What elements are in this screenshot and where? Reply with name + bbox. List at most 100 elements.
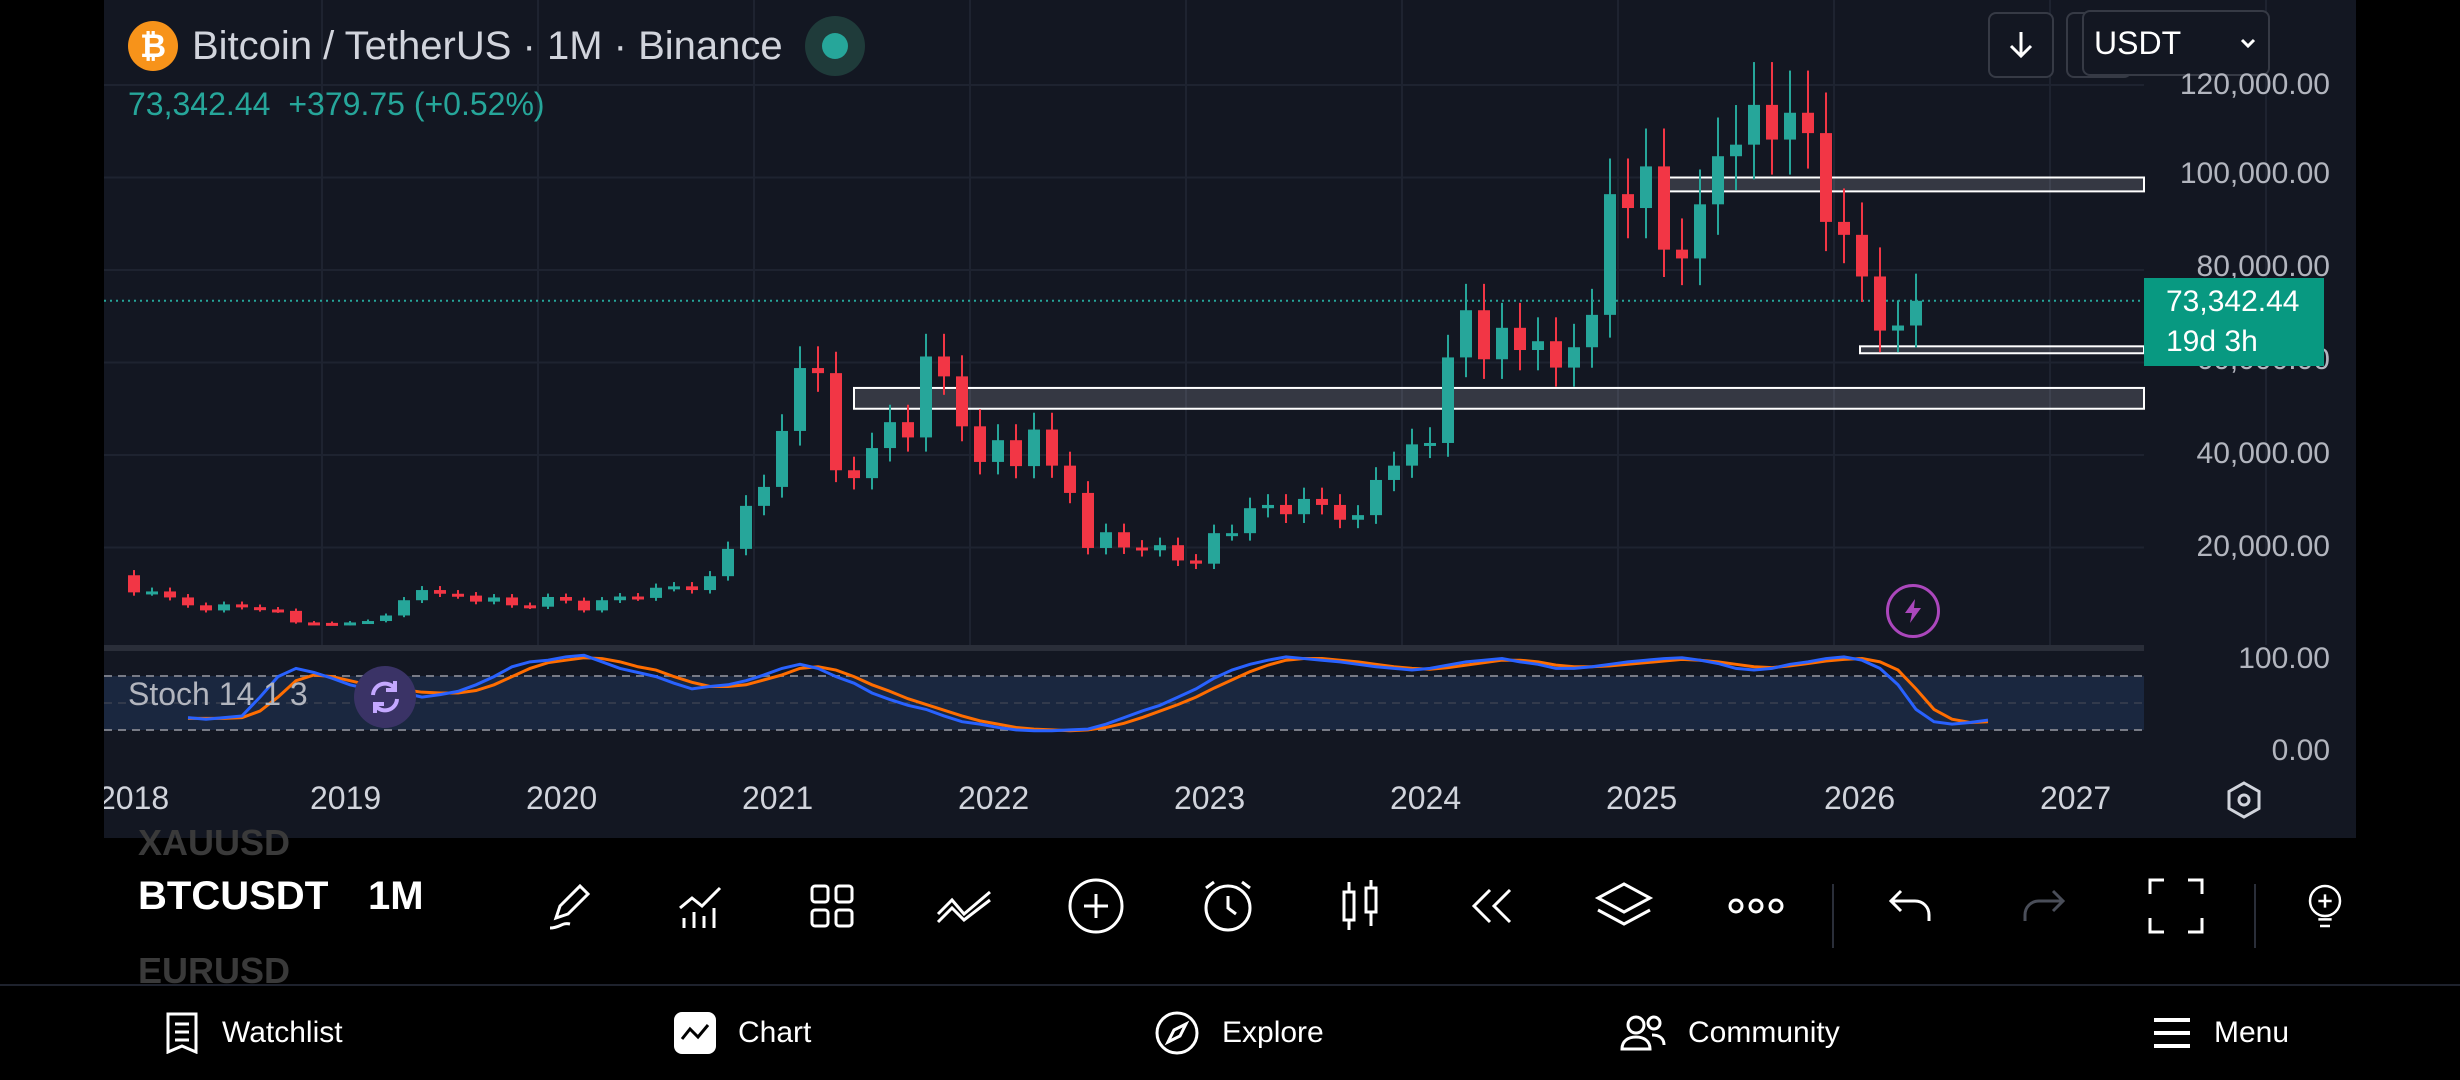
candle-body [902,422,914,438]
candle-body [1424,442,1436,446]
undo-icon[interactable] [1878,874,1942,938]
candle-body [344,622,356,626]
candle-body [164,591,176,598]
candle-body [650,587,662,598]
ideas-bulb-icon[interactable] [2300,874,2350,938]
candle-body [560,596,572,601]
add-icon[interactable] [1064,874,1128,938]
currency-value: USDT [2094,24,2182,61]
candle-body [470,595,482,602]
toolbar-separator [2254,884,2256,948]
tab-chart-label: Chart [738,1016,812,1049]
candle-body [848,470,860,479]
price-chart[interactable] [104,0,2356,838]
candle-body [1226,533,1238,537]
replay-icon[interactable] [1460,874,1524,938]
candle-body [128,575,140,593]
candle-body [794,368,806,431]
market-status-icon[interactable] [804,16,865,76]
support-zone [1859,345,2145,355]
candle-body [884,422,896,449]
candle-body [1622,194,1634,209]
alert-clock-icon[interactable] [1196,874,1260,938]
interval-button[interactable]: 1M [368,874,424,918]
candle-body [1640,166,1652,209]
symbol-ghost-prev[interactable]: XAUUSD [138,822,291,863]
chart-grid [104,0,2267,645]
tab-chart[interactable]: Chart [674,1008,811,1058]
candle-body [1442,357,1454,443]
candle-body [1262,504,1274,509]
candle-body [416,590,428,601]
redo-icon[interactable] [2012,874,2076,938]
tab-community-label: Community [1688,1016,1840,1049]
candle-body [1568,347,1580,368]
candle-body [1298,498,1310,515]
symbol-title[interactable]: Bitcoin / TetherUS · 1M · Binance [192,23,783,68]
year-label-2026: 2026 [1824,780,1896,816]
candle-body [1694,204,1706,259]
draw-pen-icon[interactable] [538,874,602,938]
more-dots-icon[interactable] [1724,874,1788,938]
candle-body [1046,429,1058,466]
menu-hamburger-icon [2154,1018,2190,1048]
price-change: +379.75 (+0.52%) [288,86,545,122]
tab-explore[interactable]: Explore [1154,1008,1324,1058]
chart-settings-icon[interactable] [2224,780,2264,825]
candle-body [1532,341,1544,351]
candle-body [362,621,374,625]
candle-body [1010,440,1022,467]
stoch-k-line [187,653,1989,733]
pane-separator [104,645,2144,651]
bottom-toolbar: XAUUSD BTCUSDT EURUSD 1M [0,822,2460,991]
candle-body [1406,444,1418,466]
candle-body [1172,545,1184,561]
candle-body [272,609,284,613]
candle-body [740,505,752,549]
price-label-120k: 120,000.00 [2179,68,2330,101]
year-label-2020: 2020 [526,780,598,816]
last-price: 73,342.44 [128,86,271,122]
symbol-header[interactable]: ₿ Bitcoin / TetherUS · 1M · Binance [128,16,865,76]
symbol-button[interactable]: BTCUSDT [138,874,328,918]
tab-menu[interactable]: Menu [2152,1008,2289,1058]
compass-icon [1155,1011,1199,1055]
currency-select[interactable]: USDT [2082,10,2270,76]
candle-body [722,548,734,577]
tab-menu-label: Menu [2214,1016,2290,1049]
candle-body [1514,327,1526,351]
stoch-indicator-label[interactable]: Stoch 14 1 3 [128,676,308,712]
tab-explore-label: Explore [1222,1016,1324,1049]
download-button[interactable] [1988,12,2054,78]
price-label-80k: 80,000.00 [2196,250,2330,283]
candle-countdown: 19d 3h [2166,325,2258,358]
candle-body [434,590,446,594]
candle-body [1676,249,1688,259]
candle-body [1874,276,1886,331]
chart-area[interactable]: ₿ Bitcoin / TetherUS · 1M · Binance 73,3… [104,0,2356,838]
candle-body [776,430,788,487]
candle-body [1352,515,1364,520]
flash-icon[interactable] [1886,584,1940,638]
candle-body [488,597,500,602]
sync-icon[interactable] [354,666,416,728]
candle-body [1658,166,1670,250]
tab-watchlist[interactable]: Watchlist [164,1008,343,1058]
layers-icon[interactable] [1592,874,1656,938]
candle-body [1388,465,1400,480]
candle-body [380,615,392,622]
candle-body [686,586,698,591]
candle-body [1784,112,1796,140]
indicators-icon[interactable] [670,874,734,938]
candle-body [182,597,194,606]
candle-body [1856,234,1868,277]
candle-body [1118,532,1130,548]
candle-style-icon[interactable] [1328,874,1392,938]
candle-body [524,605,536,609]
chart-type-icon[interactable] [932,874,996,938]
candle-body [956,376,968,427]
tab-community[interactable]: Community [1620,1008,1840,1058]
layouts-grid-icon[interactable] [800,874,864,938]
candle-body [704,576,716,591]
fullscreen-icon[interactable] [2144,874,2208,938]
